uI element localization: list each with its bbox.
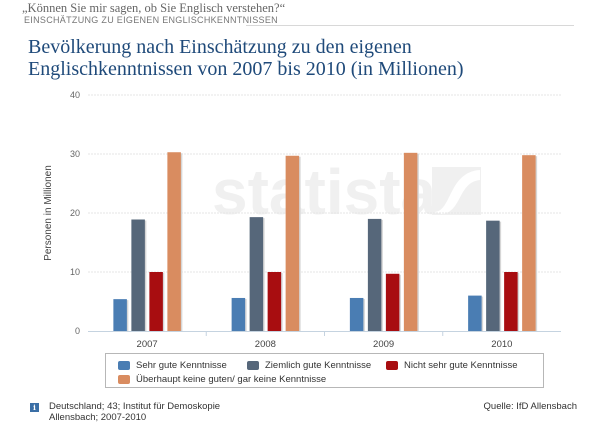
bar-2010-4[interactable] xyxy=(522,155,536,331)
y-tick-label: 0 xyxy=(75,326,80,336)
statista-logo-icon xyxy=(432,167,481,215)
survey-question: „Können Sie mir sagen, ob Sie Englisch v… xyxy=(22,1,286,15)
x-tick-label: 2009 xyxy=(373,339,394,350)
legend-label: Nicht sehr gute Kenntnisse xyxy=(404,360,518,371)
bar-2009-1[interactable] xyxy=(349,297,364,331)
chart-legend: Sehr gute Kenntnisse Ziemlich gute Kennt… xyxy=(105,353,544,388)
bar-2007-1[interactable] xyxy=(113,299,127,331)
y-tick-label: 40 xyxy=(70,90,80,100)
bar-2010-1[interactable] xyxy=(468,295,482,331)
x-tick-label: 2007 xyxy=(137,339,158,350)
legend-item-sehr-gut[interactable]: Sehr gute Kenntnisse xyxy=(118,360,227,371)
bar-2007-4[interactable] xyxy=(167,152,181,331)
legend-swatch xyxy=(118,361,130,370)
legend-label: Überhaupt keine guten/ gar keine Kenntni… xyxy=(136,374,327,385)
bar-2009-2[interactable] xyxy=(367,218,382,331)
legend-item-nicht-sehr-gut[interactable]: Nicht sehr gute Kenntnisse xyxy=(386,360,518,371)
statista-watermark: statista xyxy=(212,156,481,228)
bar-2008-2[interactable] xyxy=(249,217,264,331)
x-axis-ticks: 2007 2008 2009 2010 xyxy=(137,339,513,350)
y-tick-label: 20 xyxy=(70,208,80,218)
x-tick-label: 2008 xyxy=(255,339,276,350)
chart-title-line-2: Englischkenntnissen von 2007 bis 2010 (i… xyxy=(28,58,464,80)
legend-swatch xyxy=(118,375,130,384)
bar-2010-2[interactable] xyxy=(486,220,500,331)
source-note-line-1: Deutschland; 43; Institut für Demoskopie xyxy=(49,401,221,412)
kicker-row: EINSCHÄTZUNG ZU EIGENEN ENGLISCHKENNTNIS… xyxy=(24,15,574,27)
x-tick-label: 2010 xyxy=(491,339,512,350)
watermark-text: statista xyxy=(212,156,437,228)
legend-label: Sehr gute Kenntnisse xyxy=(136,360,227,371)
legend-label: Ziemlich gute Kenntnisse xyxy=(265,360,372,371)
bar-2009-4[interactable] xyxy=(403,152,418,331)
gridlines xyxy=(88,94,561,273)
source-note: Deutschland; 43; Institut für Demoskopie… xyxy=(49,401,220,423)
bar-2009-3[interactable] xyxy=(385,273,400,331)
kicker-label: EINSCHÄTZUNG ZU EIGENEN ENGLISCHKENNTNIS… xyxy=(24,15,282,25)
bars xyxy=(113,152,538,331)
x-axis xyxy=(88,331,561,336)
y-tick-label: 10 xyxy=(70,267,80,277)
source-note-line-2: Allensbach; 2007-2010 xyxy=(49,412,147,423)
source-label: Quelle: IfD Allensbach xyxy=(483,401,577,412)
chart-title: Bevölkerung nach Einschätzung zu den eig… xyxy=(28,36,568,80)
info-icon[interactable]: i xyxy=(30,403,39,412)
bar-2007-2[interactable] xyxy=(131,219,145,331)
y-axis-label: Personen in Millionen xyxy=(43,165,54,261)
bar-2008-4[interactable] xyxy=(285,155,300,331)
legend-item-keine[interactable]: Überhaupt keine guten/ gar keine Kenntni… xyxy=(118,374,326,385)
legend-swatch xyxy=(386,361,398,370)
legend-swatch xyxy=(247,361,259,370)
bar-2007-3[interactable] xyxy=(149,272,163,331)
kicker-divider xyxy=(246,25,574,26)
bar-2008-1[interactable] xyxy=(231,297,246,331)
y-tick-label: 30 xyxy=(70,149,80,159)
bar-2008-3[interactable] xyxy=(267,272,282,331)
bar-2010-3[interactable] xyxy=(504,272,518,331)
y-axis-ticks: 0 10 20 30 40 xyxy=(70,90,80,336)
legend-item-ziemlich-gut[interactable]: Ziemlich gute Kenntnisse xyxy=(247,360,371,371)
chart-title-line-1: Bevölkerung nach Einschätzung zu den eig… xyxy=(28,36,412,58)
